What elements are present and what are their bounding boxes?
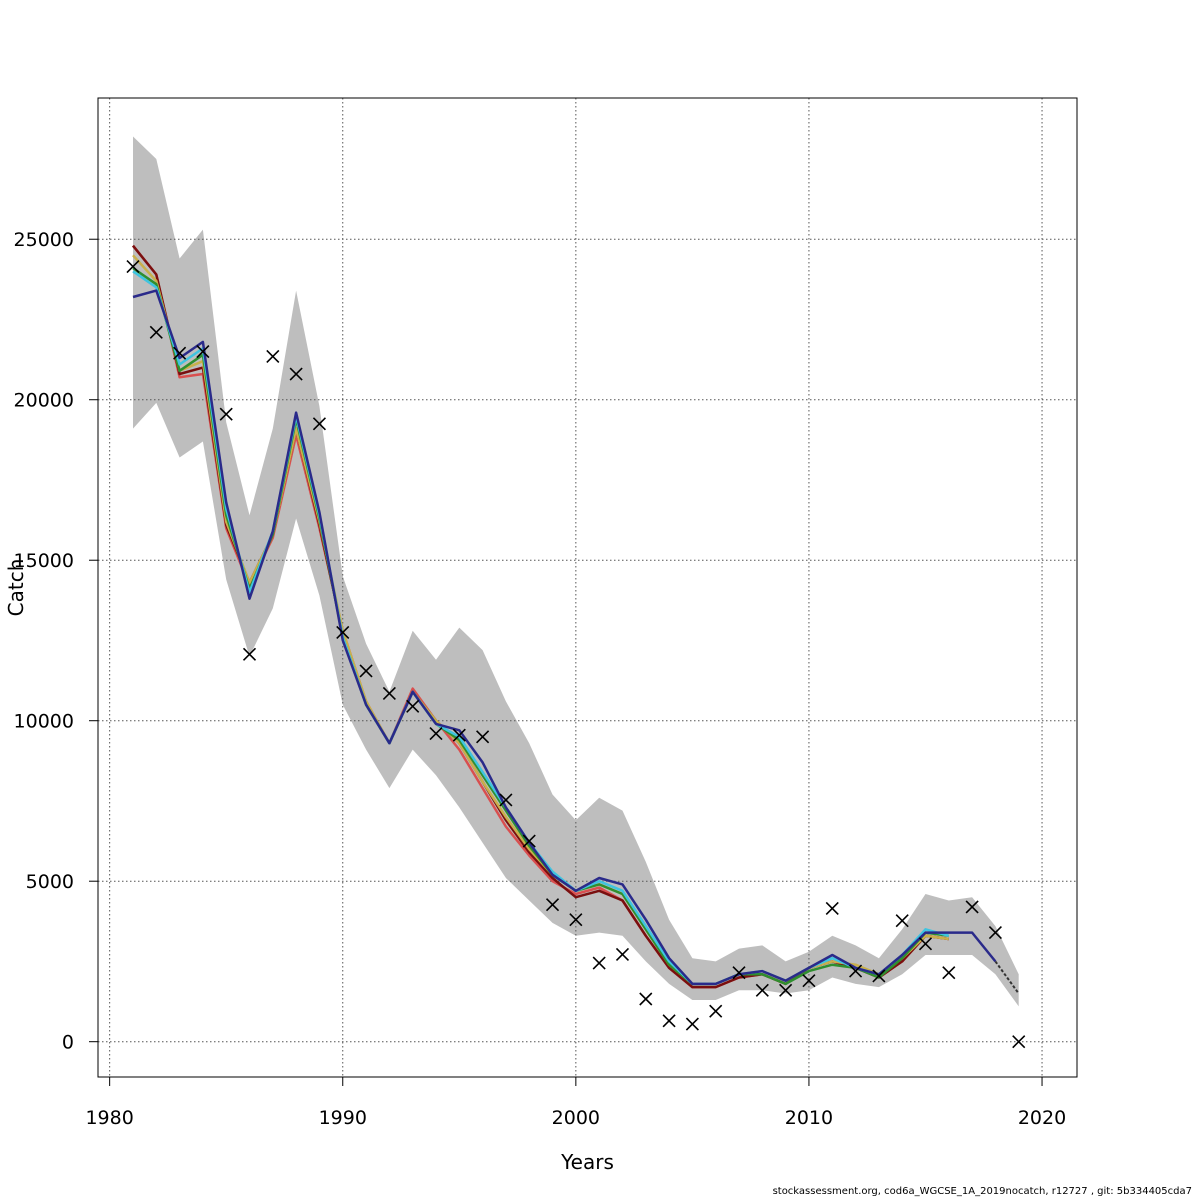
observation-point-2016 (942, 966, 956, 980)
observation-point-2006 (709, 1004, 723, 1018)
observation-point-1994 (429, 726, 443, 741)
observation-point-1985 (219, 407, 233, 421)
x-tick-label-3: 2010 (785, 1107, 833, 1129)
observation-point-1990 (336, 625, 350, 640)
observation-point-1997 (499, 793, 513, 807)
observation-point-2000 (569, 913, 583, 927)
observation-point-1982 (149, 325, 163, 339)
observation-point-1995 (452, 728, 466, 742)
x-tick-label-4: 2020 (1018, 1107, 1066, 1129)
observation-point-1992 (382, 686, 396, 700)
x-tick-label-1: 1990 (319, 1107, 367, 1129)
x-tick-label-2: 2000 (552, 1107, 600, 1129)
observation-point-1988 (289, 367, 303, 381)
series-line-projection (994, 960, 1020, 995)
observation-point-1998 (522, 834, 536, 848)
grid-layer (98, 98, 1077, 1077)
observation-point-1981 (126, 259, 140, 274)
observation-point-2008 (755, 983, 769, 997)
observations-layer (126, 259, 1026, 1049)
observation-point-2009 (779, 983, 793, 997)
observation-point-2007 (732, 966, 746, 980)
observation-point-1984 (196, 345, 210, 359)
observation-point-2012 (848, 964, 863, 978)
observation-point-2003 (639, 992, 653, 1006)
x-tick-label-0: 1980 (85, 1107, 133, 1129)
y-tick-label-3: 15000 (14, 550, 74, 572)
observation-point-2011 (825, 901, 839, 916)
series-layer (132, 244, 1020, 995)
y-tick-label-1: 5000 (26, 871, 74, 893)
y-tick-label-5: 25000 (14, 229, 74, 251)
observation-point-2004 (662, 1014, 676, 1028)
observation-point-1986 (242, 647, 257, 661)
observation-point-1989 (312, 417, 327, 431)
x-axis: 1980 1990 2000 2010 2020 (85, 1076, 1066, 1129)
observation-point-2018 (988, 925, 1002, 940)
observation-point-1999 (545, 898, 560, 912)
x-axis-title: Years (560, 1150, 614, 1174)
footer-credit: stockassessment.org, cod6a_WGCSE_1A_2019… (772, 1186, 1192, 1197)
observation-point-2005 (685, 1017, 699, 1031)
y-tick-label-4: 20000 (14, 390, 74, 412)
confidence-band (133, 136, 1019, 1007)
y-tick-label-0: 0 (62, 1032, 74, 1054)
y-tick-label-2: 10000 (14, 711, 74, 733)
confidence-band-layer (133, 136, 1019, 1007)
observation-point-2019 (1012, 1035, 1026, 1049)
observation-point-1987 (266, 349, 280, 363)
y-axis: 0 5000 10000 15000 20000 25000 (14, 229, 99, 1054)
observation-point-2010 (802, 974, 816, 988)
observation-point-1996 (476, 730, 490, 744)
observation-point-1991 (359, 664, 373, 678)
observation-point-1993 (406, 699, 420, 713)
observation-point-2013 (872, 969, 886, 983)
observation-point-2017 (965, 900, 979, 914)
observation-point-2015 (918, 937, 933, 951)
y-axis-title: Catch (4, 559, 28, 617)
observation-point-1983 (173, 346, 187, 360)
observation-point-2014 (895, 914, 909, 928)
observation-point-2001 (592, 956, 606, 970)
observation-point-2002 (615, 947, 630, 961)
series-line-navy (132, 289, 997, 986)
